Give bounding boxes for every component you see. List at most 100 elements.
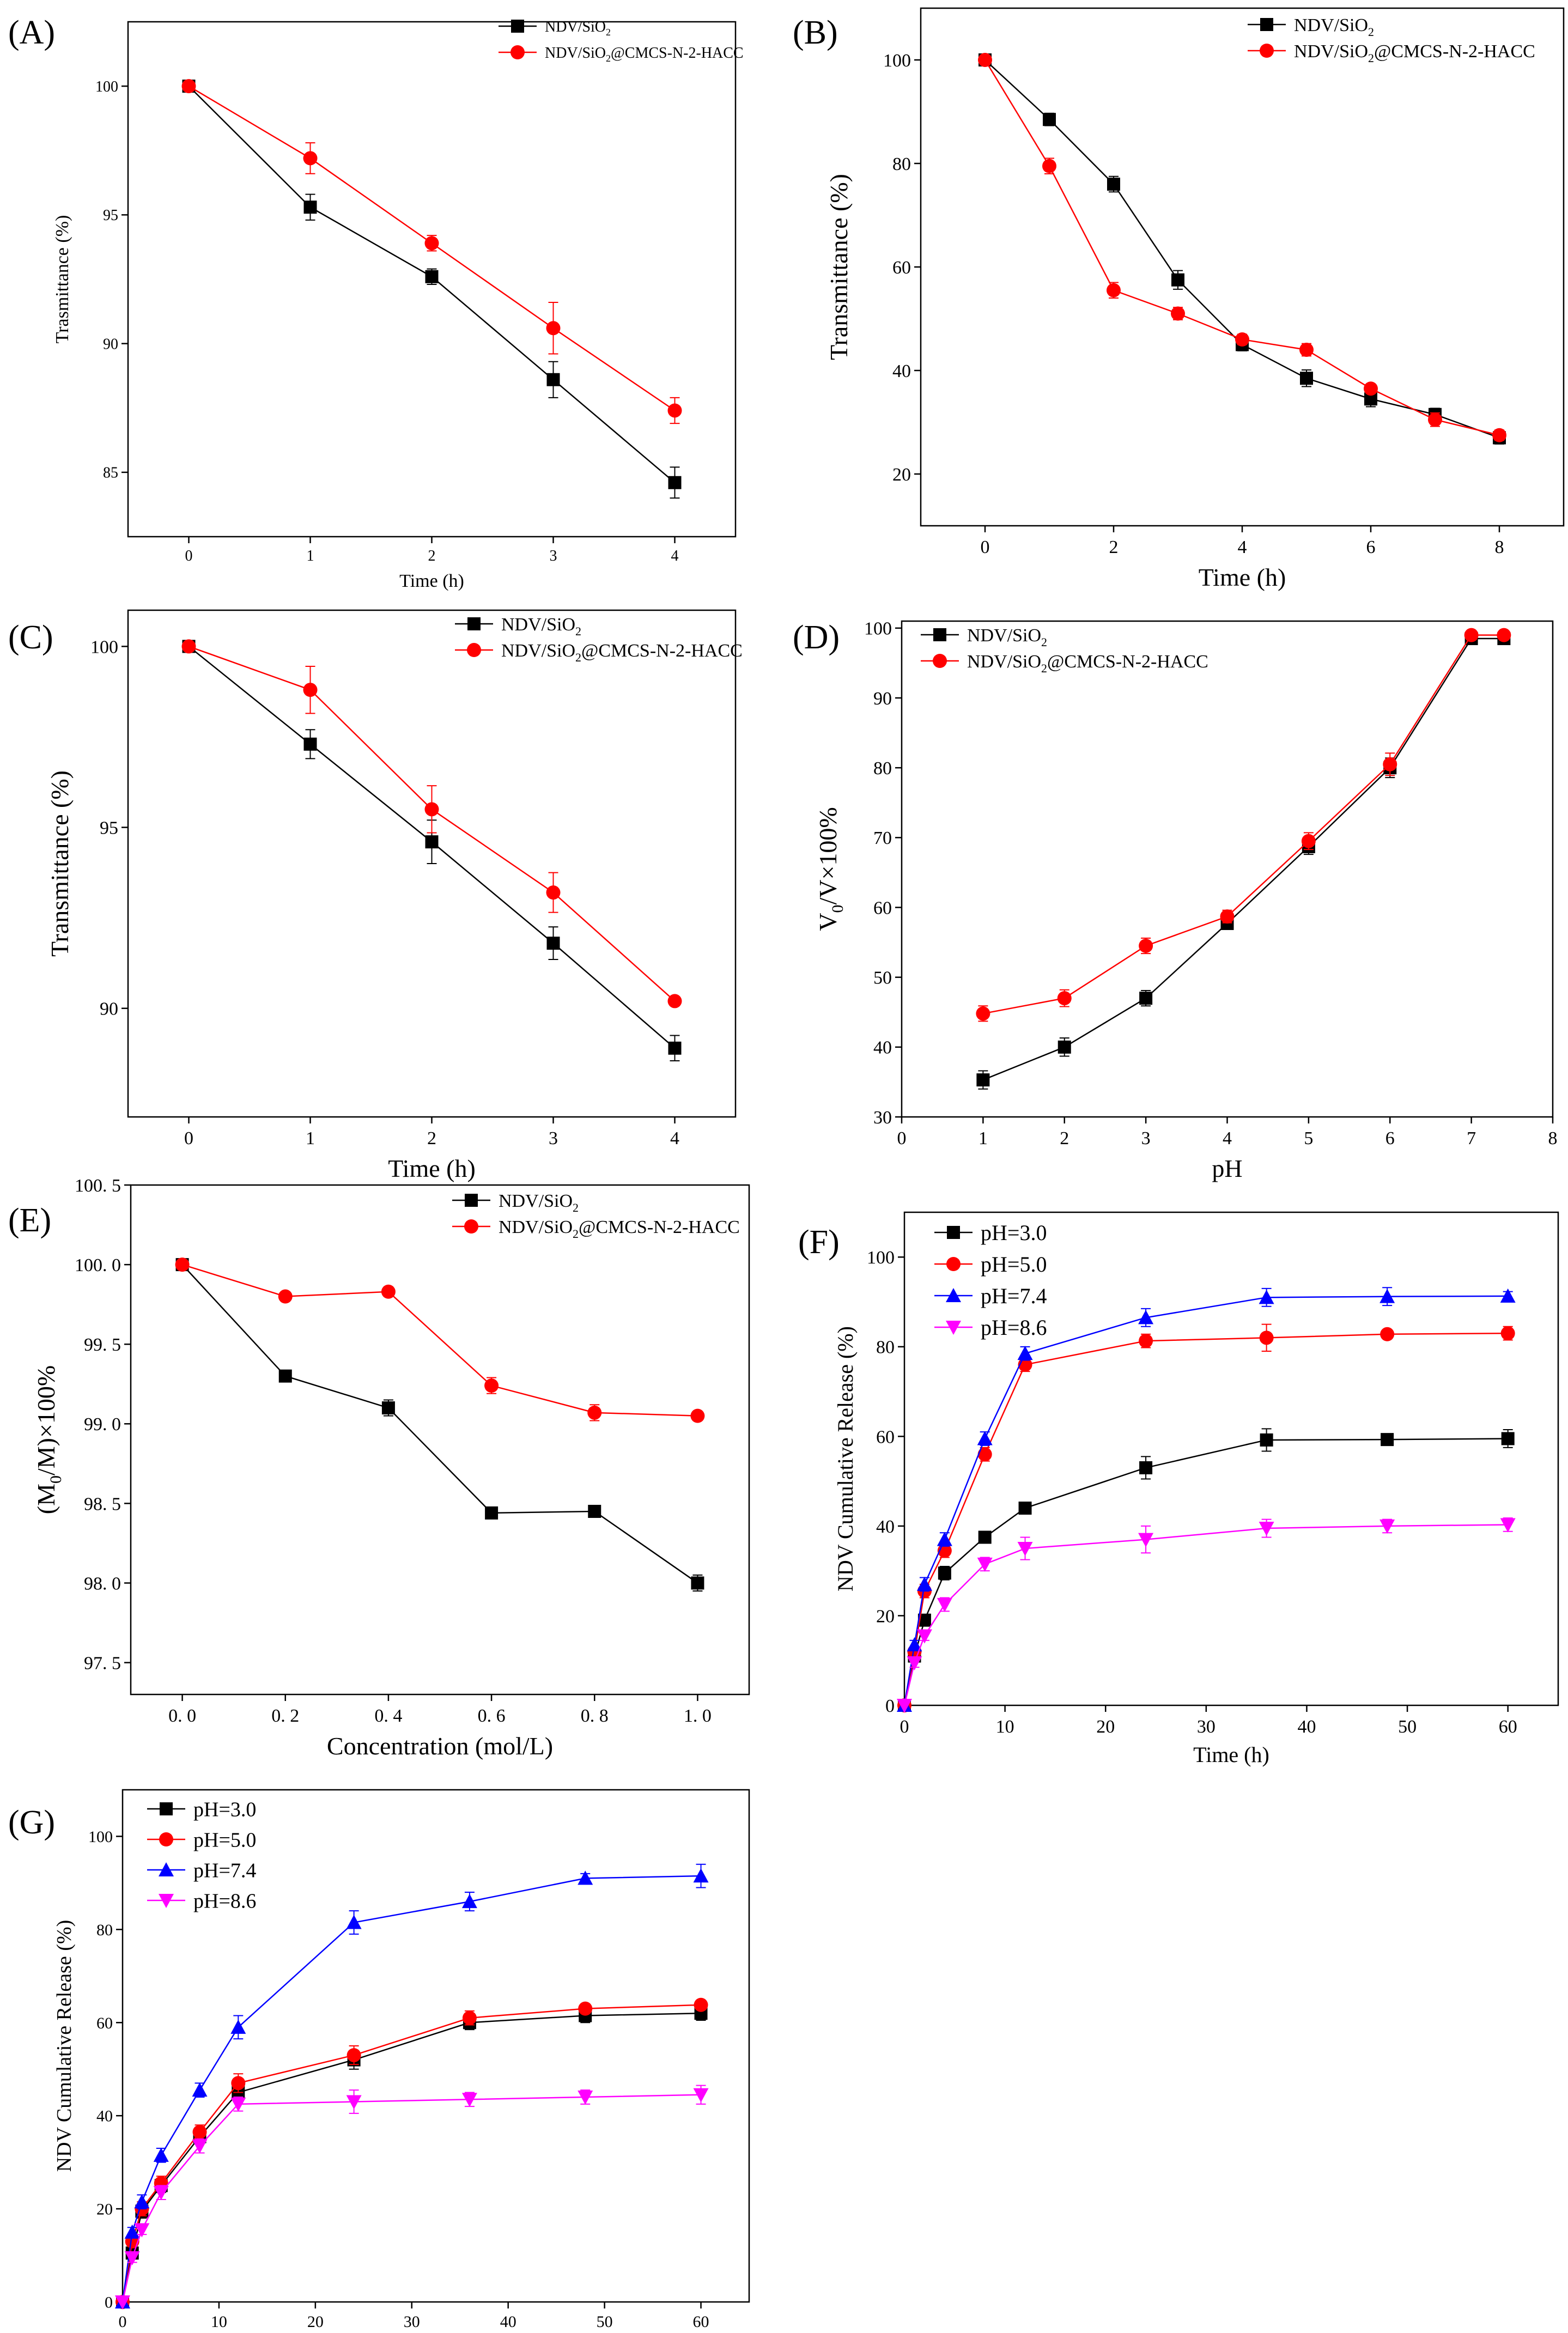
x-axis-label: Concentration (mol/L) [327, 1732, 553, 1760]
data-point [425, 835, 439, 849]
legend: pH=3.0 pH=5.0 pH=7.4 pH=8.6 [934, 1220, 1047, 1340]
data-point [1235, 332, 1249, 347]
y-tick-label: 95 [103, 207, 118, 224]
data-point [1299, 343, 1314, 357]
series-line [121, 1875, 701, 2302]
data-point [1428, 412, 1442, 427]
data-point [691, 1576, 704, 1590]
series-3 [115, 1863, 709, 2308]
series-line [982, 637, 1504, 1081]
data-point [484, 1378, 499, 1393]
data-point [303, 683, 318, 697]
data-point [461, 1894, 477, 1909]
y-axis-label: NDV Cumulative Release (%) [53, 1920, 76, 2172]
series-2 [976, 628, 1511, 1022]
data-point [425, 270, 439, 283]
legend-label: pH=7.4 [193, 1859, 256, 1882]
y-tick-label: 40 [876, 1517, 895, 1537]
legend-marker [464, 1219, 478, 1234]
data-point [1380, 1327, 1395, 1341]
data-point [1497, 628, 1511, 642]
legend-label: NDV/SiO2@CMCS-N-2-HACC [1294, 41, 1535, 65]
x-tick-label: 0 [981, 537, 990, 557]
x-tick-label: 2 [1109, 537, 1119, 557]
data-point [1259, 1290, 1274, 1304]
data-point [1107, 283, 1121, 297]
data-point [192, 2082, 208, 2097]
data-point [1139, 992, 1153, 1005]
legend-marker [1260, 18, 1273, 31]
data-point [1057, 991, 1072, 1006]
x-tick-label: 4 [1238, 537, 1247, 557]
series-2 [175, 1257, 705, 1423]
legend-marker [946, 1257, 961, 1271]
data-point [1383, 757, 1397, 771]
x-tick-label: 50 [1398, 1717, 1417, 1737]
data-point [1381, 1433, 1394, 1447]
data-point [1017, 1542, 1033, 1557]
series-line [903, 1332, 1508, 1706]
data-point [461, 2093, 477, 2107]
data-point [346, 1915, 362, 1929]
x-tick-label: 60 [1499, 1717, 1517, 1737]
legend-label: NDV/SiO2@CMCS-N-2-HACC [967, 652, 1208, 675]
y-axis-label: NDV Cumulative Release (%) [833, 1326, 858, 1591]
data-point [1364, 381, 1378, 396]
data-point [1501, 1432, 1515, 1445]
data-point [587, 1405, 602, 1420]
legend-marker [159, 1832, 173, 1846]
series-1 [898, 1428, 1515, 1712]
x-tick-label: 1 [979, 1128, 988, 1149]
data-point [1042, 159, 1056, 173]
series-line [984, 59, 1500, 439]
x-tick-label: 4 [1223, 1128, 1232, 1149]
data-point [346, 2095, 362, 2110]
series-line [903, 1438, 1508, 1706]
series-1 [175, 1258, 704, 1592]
data-point [1139, 1461, 1153, 1474]
x-tick-label: 0. 0 [168, 1706, 196, 1726]
y-tick-label: 85 [103, 465, 118, 482]
y-tick-label: 30 [873, 1108, 892, 1128]
legend-marker [947, 1226, 960, 1239]
plot-frame [903, 1211, 1559, 1706]
data-point [381, 1401, 395, 1415]
y-tick-label: 100. 0 [75, 1255, 121, 1275]
data-point [115, 2295, 130, 2310]
data-point [693, 1868, 709, 1883]
legend-marker [467, 643, 481, 657]
y-tick-label: 100 [88, 1828, 113, 1846]
y-tick-label: 40 [892, 361, 911, 381]
data-point [1220, 909, 1235, 924]
data-point [667, 403, 682, 418]
legend-marker [465, 1194, 478, 1207]
legend-marker [933, 628, 946, 641]
panel-label: (E) [8, 1202, 51, 1239]
legend-marker [946, 1321, 961, 1335]
legend-marker [933, 654, 947, 668]
data-point [278, 1369, 292, 1383]
legend-label: NDV/SiO2 [499, 1191, 579, 1214]
data-point [153, 2186, 169, 2201]
plot-frame [121, 1789, 750, 2303]
series-line [903, 1295, 1508, 1706]
y-tick-label: 90 [873, 689, 892, 709]
data-point [1107, 178, 1120, 191]
data-point [1139, 1334, 1153, 1348]
legend-marker [467, 617, 481, 630]
x-tick-label: 6 [1385, 1128, 1395, 1149]
chart-panel-f: (F) 0 10 20 30 40 50 60 0 20 40 60 80 100 Time (h) NDV … [798, 1211, 1559, 1767]
panel-label: (B) [793, 14, 838, 51]
data-point [977, 1431, 993, 1445]
data-point [694, 1997, 708, 2012]
y-tick-label: 80 [873, 758, 892, 779]
x-axis-label: Time (h) [388, 1155, 476, 1182]
series-line [984, 59, 1500, 436]
series-line [983, 634, 1504, 1014]
x-tick-label: 60 [693, 2313, 709, 2331]
y-tick-label: 90 [103, 336, 118, 353]
data-point [1492, 428, 1506, 442]
y-tick-label: 20 [876, 1606, 895, 1626]
x-tick-label: 7 [1467, 1128, 1476, 1149]
